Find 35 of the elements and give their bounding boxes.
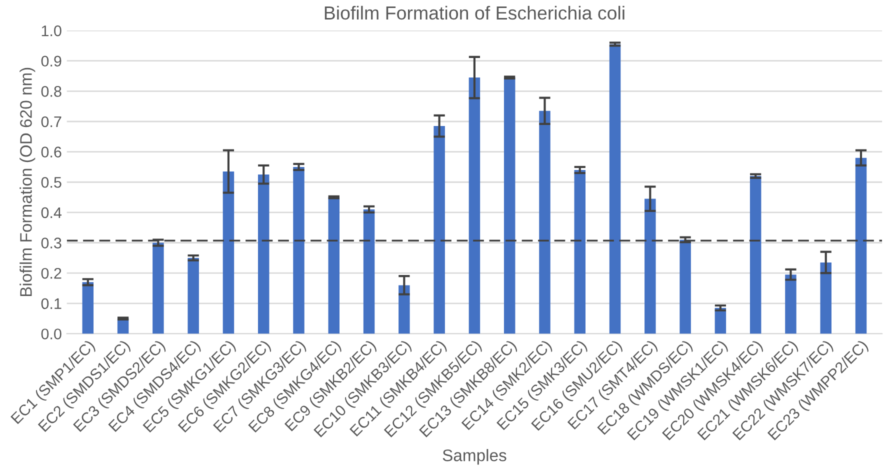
y-tick-label: 0.9 [41,56,62,67]
y-tick-label: 0.6 [41,146,62,158]
bar [539,110,550,334]
bar [293,166,304,334]
bar [188,258,199,334]
bar [644,198,656,334]
y-tick-label: 0.5 [41,176,62,188]
bar [222,172,234,334]
bar [468,78,480,334]
bar [820,262,832,334]
bar [258,174,270,334]
y-tick-label: 0.3 [41,238,62,248]
bar [363,209,375,334]
bar [434,126,445,334]
bar [680,240,691,334]
y-tick-label: 0.7 [41,116,62,128]
y-tick-label: 0.2 [41,268,62,279]
bar [574,170,586,334]
x-axis-title: Samples [442,449,506,465]
chart-title: Biofilm Formation of Escherichia coli [324,6,624,20]
bar [328,197,340,334]
bar [82,282,94,334]
bar [609,44,621,334]
y-tick-label: 0.4 [41,207,62,218]
y-axis-title: Biofilm Formation (OD 620 nm) [20,68,36,296]
bar [785,274,796,334]
y-tick-label: 0.1 [41,298,62,310]
y-tick-label: 0.0 [41,328,62,340]
y-tick-label: 1.0 [42,25,62,36]
bar [152,242,164,334]
y-tick-label: 0.8 [41,86,62,97]
bar [504,78,516,334]
bar [398,285,410,334]
bar [750,176,762,334]
bar [855,158,867,334]
